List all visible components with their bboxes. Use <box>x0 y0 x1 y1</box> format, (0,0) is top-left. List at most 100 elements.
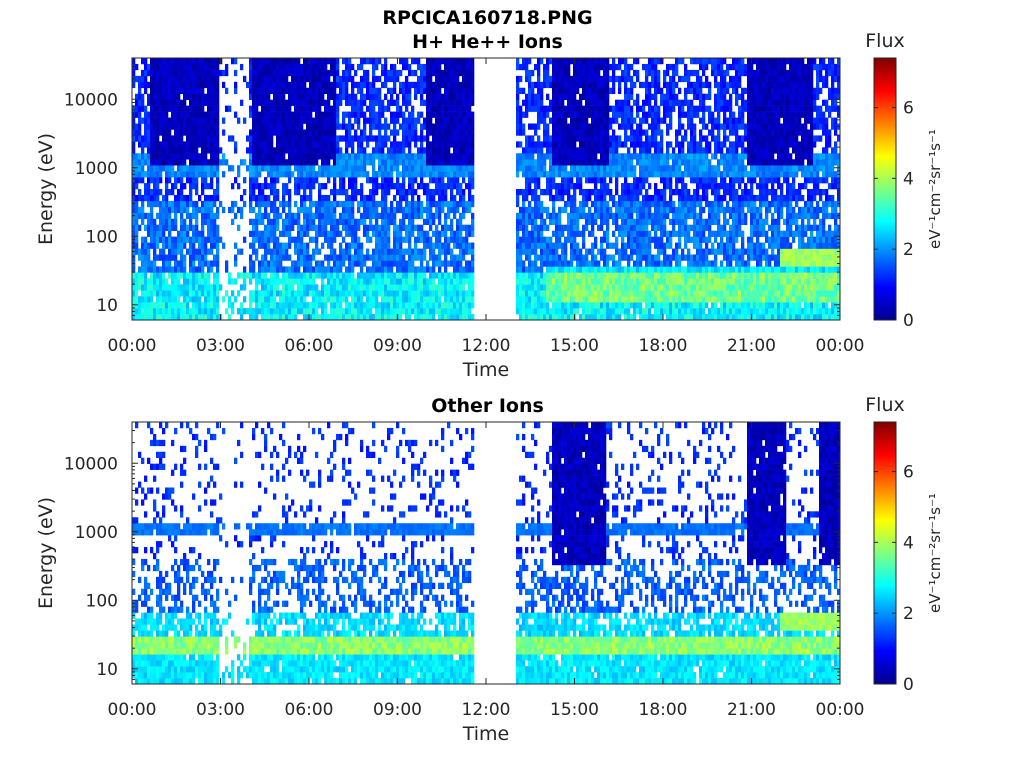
heatmap-cell <box>255 194 259 202</box>
heatmap-cell <box>240 99 244 106</box>
heatmap-cell <box>324 123 328 130</box>
heatmap-cell <box>516 290 520 297</box>
heatmap-cell <box>204 206 208 214</box>
heatmap-cell <box>264 153 268 160</box>
heatmap-cell <box>405 153 409 160</box>
heatmap-cell <box>333 296 337 303</box>
heatmap-cell <box>591 296 595 303</box>
heatmap-cell <box>447 212 451 220</box>
heatmap-cell <box>558 87 562 95</box>
heatmap-cell <box>429 212 433 220</box>
heatmap-cell <box>255 183 259 190</box>
heatmap-cell <box>189 260 193 267</box>
heatmap-cell <box>375 302 379 309</box>
heatmap-cell <box>369 117 373 124</box>
heatmap-cell <box>399 200 403 208</box>
heatmap-cell <box>582 314 586 321</box>
heatmap-cell <box>348 123 352 130</box>
heatmap-cell <box>300 224 304 231</box>
heatmap-cell <box>372 135 376 142</box>
heatmap-cell <box>144 171 148 178</box>
heatmap-cell <box>447 284 451 291</box>
heatmap-cell <box>453 111 457 118</box>
heatmap-cell <box>444 260 448 267</box>
heatmap-cell <box>306 58 310 65</box>
heatmap-cell <box>528 248 532 255</box>
heatmap-cell <box>471 75 475 83</box>
heatmap-cell <box>417 87 421 95</box>
heatmap-cell <box>438 87 442 95</box>
heatmap-cell <box>333 183 337 190</box>
heatmap-cell <box>132 81 136 89</box>
heatmap-cell <box>309 147 313 154</box>
heatmap-cell <box>297 69 301 77</box>
heatmap-cell <box>411 81 415 89</box>
heatmap-cell <box>276 278 280 285</box>
heatmap-cell <box>174 129 178 136</box>
heatmap-cell <box>447 290 451 297</box>
heatmap-cell <box>531 284 535 291</box>
heatmap-cell <box>303 194 307 202</box>
heatmap-cell <box>459 117 463 124</box>
heatmap-cell <box>291 266 295 273</box>
heatmap-cell <box>393 117 397 124</box>
heatmap-cell <box>567 314 571 321</box>
heatmap-cell <box>267 224 271 231</box>
heatmap-cell <box>249 129 253 136</box>
heatmap-cell <box>516 165 520 172</box>
heatmap-cell <box>141 153 145 160</box>
heatmap-cell <box>456 230 460 237</box>
heatmap-cell <box>210 69 214 77</box>
heatmap-cell <box>213 212 217 220</box>
heatmap-cell <box>270 117 274 124</box>
heatmap-cell <box>168 224 172 231</box>
heatmap-cell <box>573 284 577 291</box>
heatmap-cell <box>177 87 181 95</box>
heatmap-cell <box>453 212 457 220</box>
heatmap-cell <box>576 87 580 95</box>
heatmap-cell <box>351 123 355 130</box>
heatmap-cell <box>249 111 253 118</box>
heatmap-cell <box>402 218 406 226</box>
heatmap-cell <box>534 194 538 202</box>
heatmap-cell <box>252 81 256 89</box>
heatmap-cell <box>174 224 178 231</box>
heatmap-cell <box>282 117 286 124</box>
heatmap-cell <box>342 81 346 89</box>
heatmap-cell <box>150 129 154 136</box>
heatmap-cell <box>279 75 283 83</box>
heatmap-cell <box>192 302 196 309</box>
heatmap-cell <box>237 165 241 172</box>
heatmap-cell <box>561 194 565 202</box>
heatmap-cell <box>261 200 265 208</box>
heatmap-cell <box>300 302 304 309</box>
heatmap-cell <box>297 254 301 261</box>
heatmap-cell <box>264 105 268 112</box>
heatmap-cell <box>384 284 388 291</box>
heatmap-cell <box>165 141 169 148</box>
heatmap-cell <box>207 308 211 315</box>
heatmap-cell <box>156 290 160 297</box>
heatmap-cell <box>375 183 379 190</box>
heatmap-cell <box>171 93 175 100</box>
heatmap-cell <box>345 81 349 89</box>
heatmap-cell <box>249 153 253 160</box>
heatmap-cell <box>378 99 382 106</box>
heatmap-cell <box>459 63 463 71</box>
heatmap-cell <box>156 63 160 71</box>
heatmap-cell <box>171 224 175 231</box>
heatmap-cell <box>378 266 382 273</box>
heatmap-cell <box>282 218 286 226</box>
heatmap-cell <box>528 105 532 112</box>
heatmap-cell <box>453 153 457 160</box>
heatmap-cell <box>462 236 466 243</box>
heatmap-cell <box>210 248 214 255</box>
heatmap-cell <box>471 63 475 71</box>
heatmap-cell <box>141 177 145 184</box>
heatmap-cell <box>543 296 547 303</box>
heatmap-cell <box>270 69 274 77</box>
heatmap-cell <box>324 135 328 142</box>
heatmap-cell <box>384 58 388 65</box>
heatmap-cell <box>234 200 238 208</box>
heatmap-cell <box>264 75 268 83</box>
